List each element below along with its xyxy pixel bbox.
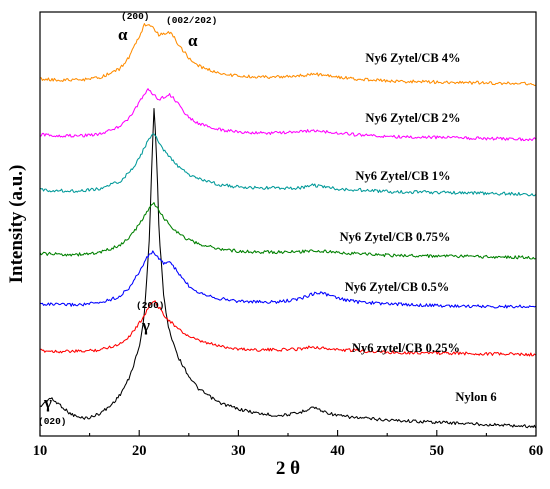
annotation-index: (020) — [38, 416, 67, 427]
x-tick-label: 50 — [430, 443, 445, 459]
series-label: Ny6 Zytel/CB 0.75% — [340, 230, 451, 244]
x-tick-label: 20 — [132, 443, 147, 459]
series-label: Ny6 Zytel/CB 0.5% — [345, 280, 450, 294]
annotation-alpha-200: (200) α — [118, 11, 150, 44]
annotation-symbol: α — [188, 31, 198, 50]
y-axis-title: Intensity (a.u.) — [6, 165, 27, 284]
annotation-index: (200) — [136, 300, 165, 311]
series-labels-layer: Nylon 6 Ny6 zytel/CB 0.25% Ny6 Zytel/CB 0.… — [340, 51, 497, 404]
series-label: Nylon 6 — [455, 390, 496, 404]
series-line — [39, 107, 537, 429]
x-tick-label: 30 — [231, 443, 246, 459]
series-line — [40, 23, 536, 87]
series-label: Ny6 Zytel/CB 4% — [365, 51, 460, 65]
series-label: Ny6 Zytel/CB 2% — [365, 111, 460, 125]
annotation-gamma-200: (200) γ — [136, 300, 165, 335]
x-tick-label: 10 — [33, 443, 48, 459]
series-line — [39, 202, 536, 260]
annotation-alpha-002-202: (002/202) α — [166, 15, 217, 50]
series-line — [39, 300, 536, 357]
series-line — [39, 133, 536, 197]
x-tick-label: 40 — [330, 443, 345, 459]
series-label: Ny6 zytel/CB 0.25% — [352, 341, 460, 355]
series-line — [39, 88, 537, 142]
annotation-symbol: γ — [141, 316, 150, 335]
x-tick-label: 60 — [529, 443, 544, 459]
annotation-symbol: α — [118, 25, 128, 44]
series-line — [39, 250, 536, 309]
x-axis-ticks: 10 20 30 40 50 60 — [33, 430, 544, 459]
traces-layer — [39, 23, 537, 429]
annotation-index: (200) — [121, 11, 150, 22]
annotation-index: (002/202) — [166, 15, 217, 26]
series-label: Ny6 Zytel/CB 1% — [355, 169, 450, 183]
annotation-gamma-020: γ (020) — [38, 393, 67, 427]
x-axis-title: 2 θ — [276, 458, 300, 479]
annotation-symbol: γ — [43, 393, 52, 412]
